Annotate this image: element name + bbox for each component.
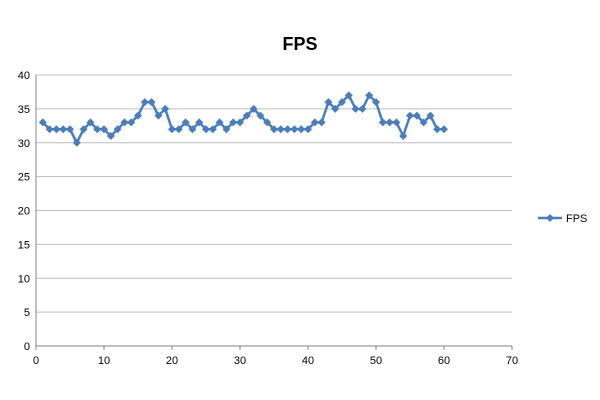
data-point bbox=[378, 118, 387, 127]
y-tick-label-25: 25 bbox=[18, 172, 30, 184]
data-point bbox=[242, 111, 251, 120]
y-tick-label-30: 30 bbox=[18, 138, 30, 150]
data-point bbox=[100, 125, 108, 134]
chart-title: FPS bbox=[282, 34, 318, 54]
data-point bbox=[38, 118, 47, 127]
data-point bbox=[433, 125, 442, 134]
data-point bbox=[140, 98, 149, 107]
data-point bbox=[52, 125, 61, 134]
data-point bbox=[358, 104, 367, 113]
data-point bbox=[161, 104, 170, 113]
series-fps bbox=[38, 91, 448, 147]
legend-marker bbox=[546, 214, 554, 222]
data-point bbox=[351, 104, 360, 113]
y-tick-label-35: 35 bbox=[18, 104, 30, 116]
y-tick-label-20: 20 bbox=[18, 206, 30, 218]
y-tick-label-10: 10 bbox=[18, 273, 30, 285]
data-point bbox=[79, 125, 88, 134]
data-point bbox=[297, 125, 306, 134]
data-point bbox=[168, 125, 176, 134]
data-point bbox=[93, 125, 102, 134]
data-point bbox=[72, 138, 81, 147]
data-point bbox=[181, 118, 190, 127]
x-tick-label-30: 30 bbox=[234, 355, 246, 367]
data-point bbox=[174, 125, 183, 134]
data-point bbox=[283, 125, 292, 134]
y-tick-label-5: 5 bbox=[24, 307, 30, 319]
data-point bbox=[249, 104, 258, 113]
data-point bbox=[412, 111, 421, 120]
data-point bbox=[195, 118, 204, 127]
data-point bbox=[66, 125, 74, 134]
data-point bbox=[385, 118, 394, 127]
data-point bbox=[304, 125, 312, 134]
series-line-0 bbox=[41, 94, 444, 145]
data-point bbox=[419, 118, 428, 127]
data-point bbox=[270, 125, 278, 134]
data-point bbox=[45, 125, 54, 134]
x-tick-label-20: 20 bbox=[166, 355, 178, 367]
data-point bbox=[372, 98, 380, 107]
data-point bbox=[127, 118, 136, 127]
data-point bbox=[106, 131, 115, 140]
x-tick-label-0: 0 bbox=[33, 355, 39, 367]
x-tick-label-10: 10 bbox=[98, 355, 110, 367]
data-point bbox=[317, 118, 326, 127]
y-tick-label-40: 40 bbox=[18, 70, 30, 82]
data-point bbox=[276, 125, 285, 134]
data-point bbox=[290, 125, 299, 134]
data-point bbox=[338, 98, 346, 107]
data-point bbox=[236, 118, 244, 127]
data-point bbox=[134, 111, 142, 120]
data-point bbox=[154, 111, 163, 120]
data-point bbox=[59, 125, 68, 134]
x-tick-label-70: 70 bbox=[506, 355, 518, 367]
data-point bbox=[392, 118, 401, 127]
grid-lines bbox=[36, 74, 512, 347]
data-point bbox=[331, 104, 340, 113]
data-point bbox=[365, 91, 374, 100]
data-point bbox=[344, 91, 353, 100]
data-point bbox=[263, 118, 272, 127]
data-point bbox=[399, 131, 408, 140]
data-point bbox=[324, 98, 333, 107]
data-point bbox=[256, 111, 265, 120]
data-point bbox=[229, 118, 238, 127]
x-tick-label-50: 50 bbox=[370, 355, 382, 367]
data-point bbox=[208, 125, 217, 134]
x-tick-label-60: 60 bbox=[438, 355, 450, 367]
data-point bbox=[215, 118, 224, 127]
data-point bbox=[426, 111, 435, 120]
axes bbox=[35, 75, 513, 350]
tick-labels: 0 5 10 15 20 25 30 35 40 0 10 20 30 40 50 60 70 bbox=[18, 70, 518, 367]
legend-label: FPS bbox=[566, 213, 587, 225]
data-point bbox=[406, 111, 414, 120]
data-point bbox=[440, 125, 448, 134]
x-tick-label-40: 40 bbox=[302, 355, 314, 367]
data-point bbox=[86, 118, 95, 127]
data-point bbox=[202, 125, 210, 134]
data-point bbox=[310, 118, 319, 127]
data-point bbox=[222, 125, 231, 134]
y-tick-label-0: 0 bbox=[24, 341, 30, 353]
data-point bbox=[188, 125, 197, 134]
legend: FPS bbox=[538, 213, 587, 225]
y-tick-label-15: 15 bbox=[18, 239, 30, 251]
data-point bbox=[120, 118, 129, 127]
data-point bbox=[147, 98, 156, 107]
data-point bbox=[113, 125, 122, 134]
